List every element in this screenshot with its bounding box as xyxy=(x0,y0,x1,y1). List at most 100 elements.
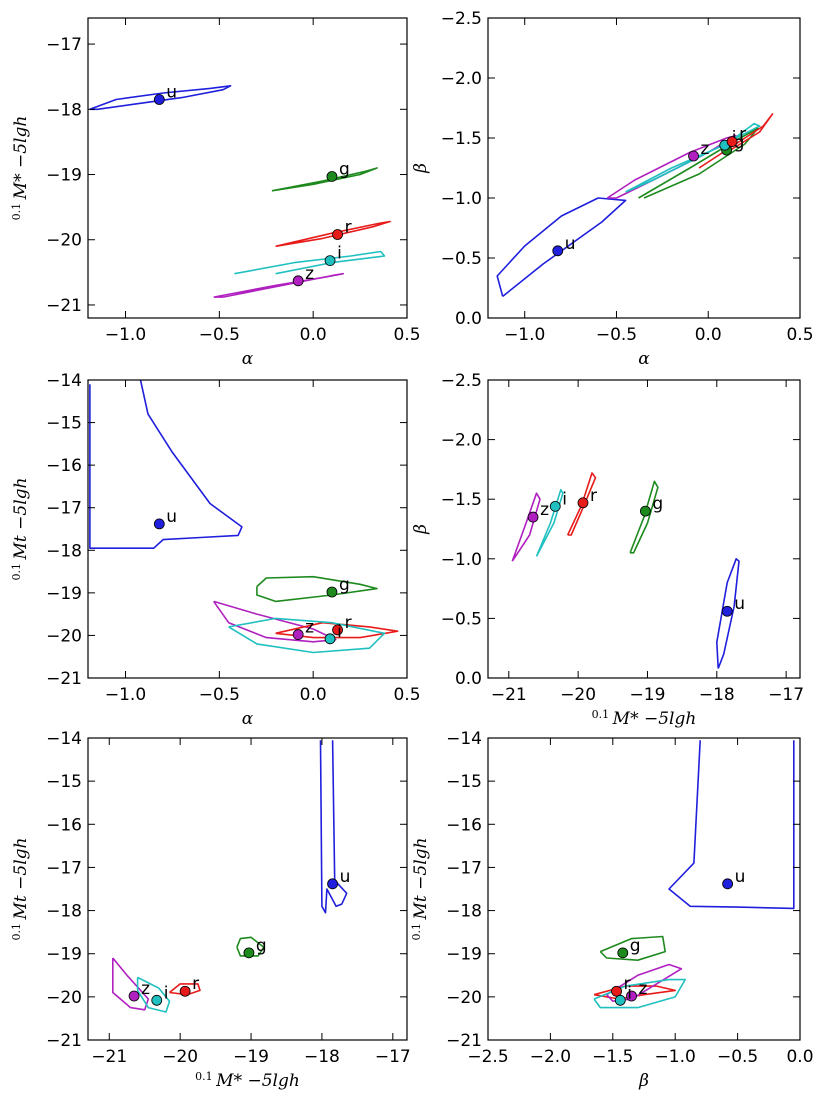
y-tick-label: −2.0 xyxy=(441,69,482,89)
y-tick-label: −2.5 xyxy=(441,9,482,29)
y-tick-label: −21 xyxy=(46,296,82,316)
contours xyxy=(112,740,348,1013)
contour-u xyxy=(668,740,795,910)
x-tick-label: 0.0 xyxy=(786,1047,813,1067)
contour-g xyxy=(629,480,659,554)
plot-frame xyxy=(87,737,408,1041)
x-tick-label: −21 xyxy=(91,1047,127,1067)
y-tick-label: −20 xyxy=(46,988,82,1008)
y-tick-label: −15 xyxy=(46,772,82,792)
x-tick-label: −20 xyxy=(162,1047,198,1067)
y-tick-label: −20 xyxy=(46,231,82,251)
point-z xyxy=(292,275,304,287)
point-label-g: g xyxy=(652,494,663,514)
x-axis-label: α xyxy=(242,349,254,369)
y-axis-label: 0.1 Mt −5lgh xyxy=(10,838,31,941)
y-tick-label: −14 xyxy=(446,729,482,749)
plot-frame xyxy=(87,379,408,679)
panel-mstar-vs-beta: −21 −20 −19 −18 −17 0.0 −0.5 −1.0 −1.5 −2.0 −2.5 0.… xyxy=(411,371,804,729)
point-i xyxy=(151,994,163,1006)
point-label-z: z xyxy=(701,139,710,159)
y-tick-label: −2.0 xyxy=(441,431,482,451)
x-tick-label: 0.0 xyxy=(300,325,327,345)
y-tick-label: −1.0 xyxy=(441,550,482,570)
x-axis-label: α xyxy=(638,349,650,369)
contours xyxy=(89,380,399,654)
point-z xyxy=(527,511,539,523)
plot-frame xyxy=(487,17,801,319)
y-tick-label: −15 xyxy=(446,772,482,792)
y-tick-label: −1.5 xyxy=(441,129,482,149)
point-u xyxy=(722,878,734,890)
point-z xyxy=(292,629,304,640)
point-z xyxy=(128,990,140,1002)
x-tick-label: −0.5 xyxy=(717,1047,758,1067)
point-label-z: z xyxy=(141,979,150,999)
point-label-g: g xyxy=(339,159,350,179)
y-tick-label: −21 xyxy=(46,669,82,689)
y-tick-label: −19 xyxy=(446,945,482,965)
y-tick-label: −2.5 xyxy=(441,371,482,391)
point-label-i: i xyxy=(562,489,567,509)
point-u xyxy=(552,245,564,257)
point-r xyxy=(332,624,343,636)
plot-frame xyxy=(487,379,801,679)
plot-frame xyxy=(87,17,408,319)
x-axis-label: 0.1 M* −5lgh xyxy=(195,1070,300,1091)
y-tick-label: −20 xyxy=(446,988,482,1008)
point-label-z: z xyxy=(305,618,314,638)
x-tick-label: 0.0 xyxy=(300,685,327,705)
panel-alpha-vs-mstar: −1.0 −0.5 0.0 0.5 −17 −18 −19 −20 −21 α 0.1 M* −5l… xyxy=(10,17,421,369)
contour-z xyxy=(606,134,737,199)
y-tick-label: −18 xyxy=(46,541,82,561)
point-label-z: z xyxy=(639,979,648,999)
point-label-r: r xyxy=(345,218,352,238)
contour-i xyxy=(136,976,171,1013)
contours xyxy=(89,85,391,298)
point-label-r: r xyxy=(345,613,352,633)
contour-g xyxy=(236,936,265,957)
y-tick-label: −17 xyxy=(446,858,482,878)
point-label-i: i xyxy=(337,244,342,264)
x-tick-label: −19 xyxy=(233,1047,269,1067)
y-tick-label: −19 xyxy=(46,166,82,186)
x-tick-label: 0.5 xyxy=(393,325,420,345)
point-label-g: g xyxy=(339,575,350,595)
y-tick-label: −14 xyxy=(46,729,82,749)
y-axis-label: β xyxy=(411,163,431,174)
contour-i xyxy=(535,488,564,557)
x-tick-label: −0.5 xyxy=(199,685,240,705)
point-u xyxy=(327,878,338,890)
point-label-z: z xyxy=(305,264,314,284)
point-label-i: i xyxy=(164,983,169,1003)
panel-alpha-vs-beta: −1.0 −0.5 0.0 0.5 0.0 −0.5 −1.0 −1.5 −2.0 −2.5 α β u… xyxy=(411,9,814,369)
y-tick-label: −14 xyxy=(46,371,82,391)
x-tick-label: −1.0 xyxy=(105,685,146,705)
x-tick-label: −18 xyxy=(304,1047,340,1067)
y-axis-label: 0.1 Mt −5lgh xyxy=(10,478,31,581)
point-g xyxy=(639,505,651,517)
x-tick-label: −1.0 xyxy=(105,325,146,345)
x-tick-label: −20 xyxy=(560,685,596,705)
contour-g xyxy=(256,575,378,603)
y-tick-label: −20 xyxy=(46,626,82,646)
point-u xyxy=(721,605,733,617)
y-tick-label: −1.0 xyxy=(441,189,482,209)
point-label-r: r xyxy=(590,486,597,506)
point-label-i: i xyxy=(337,622,342,642)
x-axis-label: β xyxy=(638,1071,649,1091)
contour-u xyxy=(89,380,243,549)
x-tick-label: −1.5 xyxy=(592,1047,633,1067)
y-tick-label: −0.5 xyxy=(441,609,482,629)
y-tick-label: −19 xyxy=(46,945,82,965)
x-tick-label: −17 xyxy=(375,1047,411,1067)
x-tick-label: −0.5 xyxy=(199,325,240,345)
x-tick-label: 0.5 xyxy=(393,685,420,705)
point-label-u: u xyxy=(734,594,745,614)
contour-z xyxy=(112,957,150,1011)
contour-r xyxy=(275,220,391,248)
panel-mstar-vs-mt: −21 −20 −19 −18 −17 −14 −15 −16 −17 −18 −19 −20 −21 0… xyxy=(10,729,411,1091)
x-tick-label: −2.5 xyxy=(467,1047,508,1067)
x-tick-label: −1.0 xyxy=(655,1047,696,1067)
